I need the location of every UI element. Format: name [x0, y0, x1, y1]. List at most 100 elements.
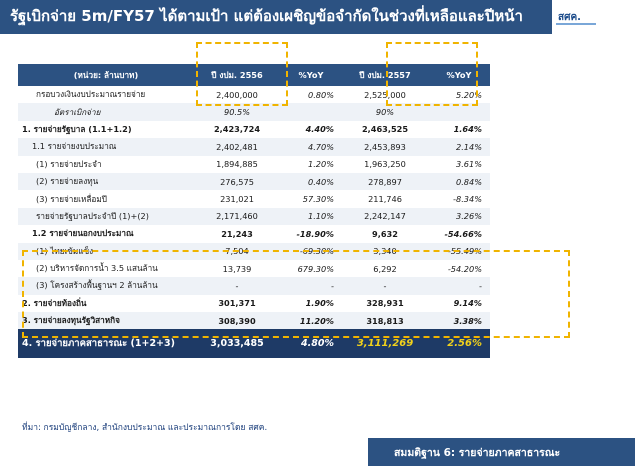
yoy-2556: 0.80% — [307, 89, 334, 100]
value-2557: 318,813 — [342, 312, 428, 330]
table-row: (2) บริหารจัดการน้ำ 3.5 แสนล้าน 13,739 6… — [18, 260, 490, 277]
table-row: 3. รายจ่ายลงทุนรัฐวิสาหกิจ 308,390 11.20… — [18, 312, 490, 330]
yoy-2556: 4.80% — [280, 329, 342, 359]
yoy-2557: 2.14% — [428, 138, 490, 156]
yoy-2556: 1.90% — [305, 298, 334, 309]
yoy-2557: 0.84% — [428, 172, 490, 191]
yoy-2556: 4.70% — [280, 138, 342, 156]
value-2557: 328,931 — [366, 298, 404, 309]
row-label: 3. รายจ่ายลงทุนรัฐวิสาหกิจ — [18, 312, 194, 330]
row-label: 1.1 รายจ่ายงบประมาณ — [18, 138, 194, 156]
yoy-2556: 0.40% — [280, 172, 342, 191]
value-2557: 1,963,250 — [364, 159, 406, 170]
yoy-2556: 1.20% — [307, 159, 334, 170]
row-label: 4. รายจ่ายภาคสาธารณะ (1+2+3) — [18, 329, 194, 359]
header-yoy-2557: %YoY — [428, 64, 490, 86]
source-note: ที่มา: กรมบัญชีกลาง, สำนักงบประมาณ และปร… — [22, 423, 268, 433]
yoy-2556: 11.20% — [280, 312, 342, 330]
row-label: กรอบวงเงินงบประมาณรายจ่าย — [36, 89, 146, 100]
footer-text: สมมติฐาน 6: รายจ่ายภาคสาธารณะ — [394, 447, 561, 459]
value-2557: 2,525,000 — [364, 89, 406, 100]
yoy-2557: 3.61% — [455, 159, 482, 170]
header-yoy-2556: %YoY — [280, 64, 342, 86]
row-label: 1.2 รายจ่ายนอกงบประมาณ — [32, 228, 134, 239]
value-2556: 2,402,481 — [194, 138, 280, 156]
row-label: อัตราเบิกจ่าย — [18, 103, 194, 121]
value-2557: 278,897 — [342, 172, 428, 191]
value-2556: 308,390 — [194, 312, 280, 330]
table-row: (3) รายจ่ายเหลื่อมปี 231,021 57.30% 211,… — [18, 190, 490, 207]
table-header-row: (หน่วย: ล้านบาท) ปี งปม. 2556 %YoY ปี งป… — [18, 64, 490, 86]
value-2556: - — [194, 277, 280, 295]
value-2556: 90.5% — [194, 103, 280, 121]
value-2557: 6,292 — [373, 263, 397, 274]
table-total-row: 4. รายจ่ายภาคสาธารณะ (1+2+3) 3,033,485 4… — [18, 329, 490, 359]
value-2557: 9,632 — [372, 228, 398, 239]
table-row: (1) ไทยเข้มแข็ง 7,504 -69.30% 3,340 -55.… — [18, 242, 490, 260]
yoy-2557: -8.34% — [453, 194, 482, 205]
value-2557: 90% — [342, 103, 428, 121]
value-2556: 3,033,485 — [194, 329, 280, 359]
value-2556: 276,575 — [194, 172, 280, 191]
value-2557: 2,242,147 — [342, 207, 428, 226]
value-2556: 301,371 — [218, 298, 256, 309]
table-row: 1.1 รายจ่ายงบประมาณ 2,402,481 4.70% 2,45… — [18, 138, 490, 156]
table-row: อัตราเบิกจ่าย 90.5% 90% — [18, 103, 490, 121]
table-row: (1) รายจ่ายประจำ 1,894,885 1.20% 1,963,2… — [18, 156, 490, 173]
table-row: 1. รายจ่ายรัฐบาล (1.1+1.2) 2,423,724 4.4… — [18, 121, 490, 138]
row-label: (3) โครงสร้างพื้นฐานฯ 2 ล้านล้าน — [18, 277, 194, 295]
row-label: 2. รายจ่ายท้องถิ่น — [22, 297, 87, 308]
row-label: (2) บริหารจัดการน้ำ 3.5 แสนล้าน — [36, 263, 158, 274]
row-label: (3) รายจ่ายเหลื่อมปี — [36, 193, 107, 204]
value-2556: 2,171,460 — [194, 207, 280, 226]
row-label: (1) ไทยเข้มแข็ง — [18, 242, 194, 260]
table-row: กรอบวงเงินงบประมาณรายจ่าย 2,400,000 0.80… — [18, 86, 490, 103]
value-2557: 2,463,525 — [361, 124, 409, 135]
row-label: (2) รายจ่ายลงทุน — [18, 172, 194, 191]
title-bar: รัฐเบิกจ่าย 5m/FY57 ได้ตามเป้า แต่ต้องเผ… — [0, 0, 635, 34]
yoy-2557: 3.38% — [428, 312, 490, 330]
slide-title: รัฐเบิกจ่าย 5m/FY57 ได้ตามเป้า แต่ต้องเผ… — [10, 7, 523, 25]
value-2557: - — [342, 277, 428, 295]
header-unit: (หน่วย: ล้านบาท) — [18, 64, 194, 86]
yoy-2557: 5.20% — [455, 89, 482, 100]
table-row: (3) โครงสร้างพื้นฐานฯ 2 ล้านล้าน - - - - — [18, 277, 490, 295]
yoy-2556: 57.30% — [302, 194, 334, 205]
value-2556: 21,243 — [221, 228, 253, 239]
yoy-2557: 3.26% — [428, 207, 490, 226]
yoy-2556: -69.30% — [280, 242, 342, 260]
value-2556: 231,021 — [220, 194, 254, 205]
value-2557: 2,453,893 — [342, 138, 428, 156]
value-2556: 13,739 — [222, 263, 252, 274]
value-2557: 3,111,269 — [342, 329, 428, 359]
table-row: (2) รายจ่ายลงทุน 276,575 0.40% 278,897 0… — [18, 172, 490, 191]
yoy-2557: 2.56% — [428, 329, 490, 359]
value-2557: 211,746 — [368, 194, 402, 205]
logo-text: สศค. — [558, 12, 581, 23]
row-label: (1) รายจ่ายประจำ — [36, 158, 102, 169]
table-row: รายจ่ายรัฐบาลประจำปี (1)+(2) 2,171,460 1… — [18, 207, 490, 226]
header-fy2557: ปี งปม. 2557 — [342, 64, 428, 86]
agency-logo: สศค. — [552, 0, 635, 34]
row-label: 1. รายจ่ายรัฐบาล (1.1+1.2) — [22, 123, 132, 134]
yoy-2557: -54.20% — [447, 263, 482, 274]
value-2557: 3,340 — [342, 242, 428, 260]
yoy-2556: - — [280, 277, 342, 295]
value-2556: 1,894,885 — [216, 159, 258, 170]
row-label: รายจ่ายรัฐบาลประจำปี (1)+(2) — [18, 207, 194, 226]
yoy-2556: 679.30% — [297, 263, 334, 274]
value-2556: 2,423,724 — [213, 124, 261, 135]
header-fy2556: ปี งปม. 2556 — [194, 64, 280, 86]
footer-tab: สมมติฐาน 6: รายจ่ายภาคสาธารณะ — [368, 438, 635, 466]
yoy-2556: 4.40% — [305, 124, 334, 135]
yoy-2557: - — [428, 277, 490, 295]
yoy-2557: 1.64% — [453, 124, 482, 135]
logo-underline — [556, 23, 596, 25]
yoy-2556: 1.10% — [280, 207, 342, 226]
yoy-2556 — [280, 103, 342, 121]
yoy-2557: -55.49% — [428, 242, 490, 260]
table-row: 1.2 รายจ่ายนอกงบประมาณ 21,243 -18.90% 9,… — [18, 225, 490, 242]
value-2556: 7,504 — [194, 242, 280, 260]
yoy-2556: -18.90% — [296, 228, 335, 239]
yoy-2557 — [428, 103, 490, 121]
